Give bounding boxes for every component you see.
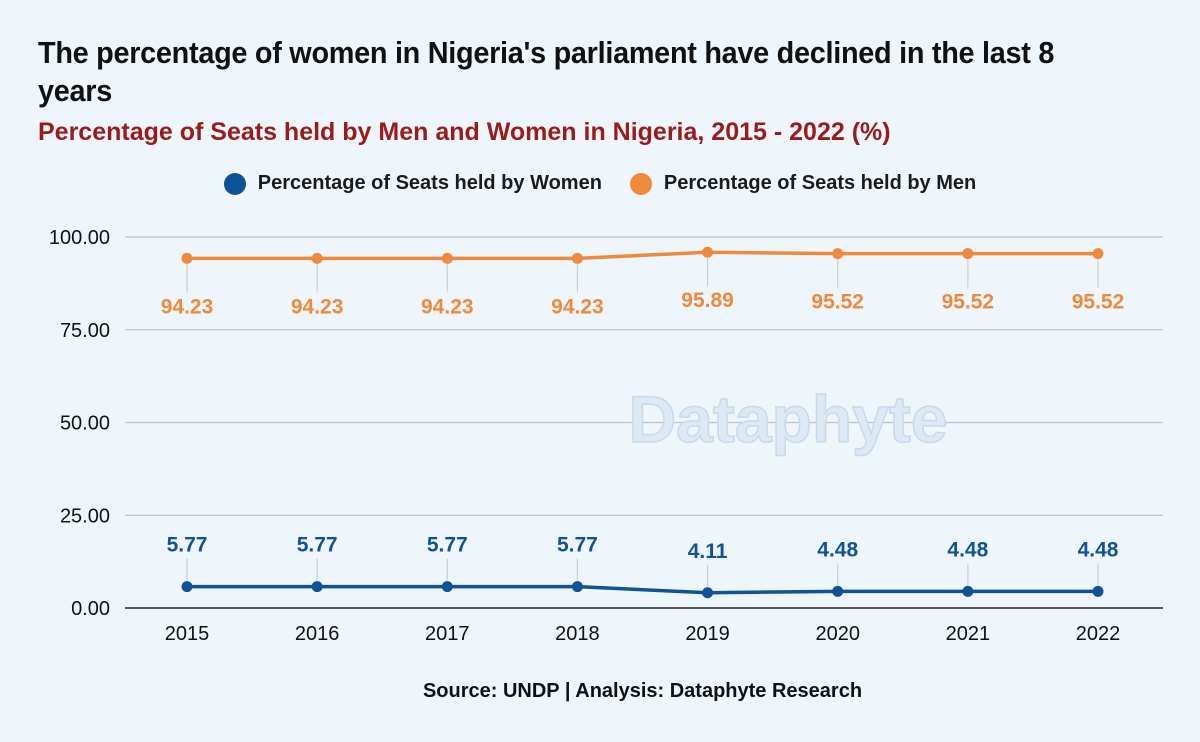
x-tick-label: 2021 [946, 623, 991, 645]
data-point[interactable] [441, 581, 453, 593]
data-point[interactable] [571, 581, 583, 593]
x-tick-label: 2022 [1076, 623, 1121, 645]
watermark: Dataphyte [628, 382, 947, 456]
legend-marker-women [223, 172, 246, 195]
y-tick-label: 100.00 [49, 227, 110, 249]
chart-subtitle: Percentage of Seats held by Men and Wome… [38, 118, 891, 146]
y-tick-label: 75.00 [60, 320, 110, 342]
y-tick-label: 0.00 [71, 598, 110, 620]
legend-item-women[interactable]: Percentage of Seats held by Women [223, 172, 602, 195]
data-point[interactable] [441, 252, 453, 264]
data-point[interactable] [1092, 248, 1104, 260]
data-point[interactable] [181, 581, 193, 593]
y-tick-label: 50.00 [60, 413, 110, 435]
data-label: 5.77 [557, 534, 598, 557]
series-line-1 [187, 250, 1098, 261]
data-point[interactable] [311, 252, 323, 264]
data-point[interactable] [832, 585, 844, 597]
data-label: 94.23 [161, 295, 214, 318]
data-label: 94.23 [421, 295, 474, 318]
data-point[interactable] [181, 252, 193, 264]
x-tick-label: 2019 [685, 623, 730, 645]
legend-marker-men [629, 172, 652, 195]
data-point[interactable] [571, 252, 583, 264]
x-tick-label: 2020 [815, 623, 860, 645]
legend-label-women: Percentage of Seats held by Women [257, 172, 602, 194]
data-label: 4.48 [817, 538, 858, 561]
data-label: 5.77 [427, 534, 468, 557]
legend: Percentage of Seats held by Women Percen… [0, 172, 1200, 195]
data-point[interactable] [832, 248, 844, 260]
data-label: 94.23 [291, 295, 344, 318]
x-tick-label: 2015 [165, 623, 210, 645]
data-label: 5.77 [297, 534, 338, 557]
data-point[interactable] [1092, 585, 1104, 597]
y-tick-label: 25.00 [60, 505, 110, 527]
x-tick-label: 2018 [555, 623, 600, 645]
data-point[interactable] [702, 587, 714, 599]
data-label: 4.11 [688, 540, 728, 563]
data-label: 95.89 [681, 289, 734, 312]
data-point[interactable] [962, 585, 974, 597]
legend-item-men[interactable]: Percentage of Seats held by Men [629, 172, 977, 195]
data-label: 94.23 [551, 295, 604, 318]
data-label: 5.77 [167, 534, 208, 557]
x-tick-label: 2017 [425, 623, 470, 645]
data-point[interactable] [311, 581, 323, 593]
chart-title: The percentage of women in Nigeria's par… [38, 35, 1055, 108]
source-note: Source: UNDP | Analysis: Dataphyte Resea… [422, 680, 863, 702]
data-label: 95.52 [1072, 291, 1125, 314]
series-line-0 [187, 584, 1098, 595]
data-label: 4.48 [1078, 538, 1119, 561]
data-point[interactable] [702, 246, 714, 258]
x-tick-label: 2016 [295, 623, 340, 645]
data-label: 95.52 [811, 291, 864, 314]
data-label: 4.48 [947, 538, 988, 561]
data-label: 95.52 [942, 291, 995, 314]
data-point[interactable] [962, 248, 974, 260]
legend-label-men: Percentage of Seats held by Men [663, 172, 977, 194]
